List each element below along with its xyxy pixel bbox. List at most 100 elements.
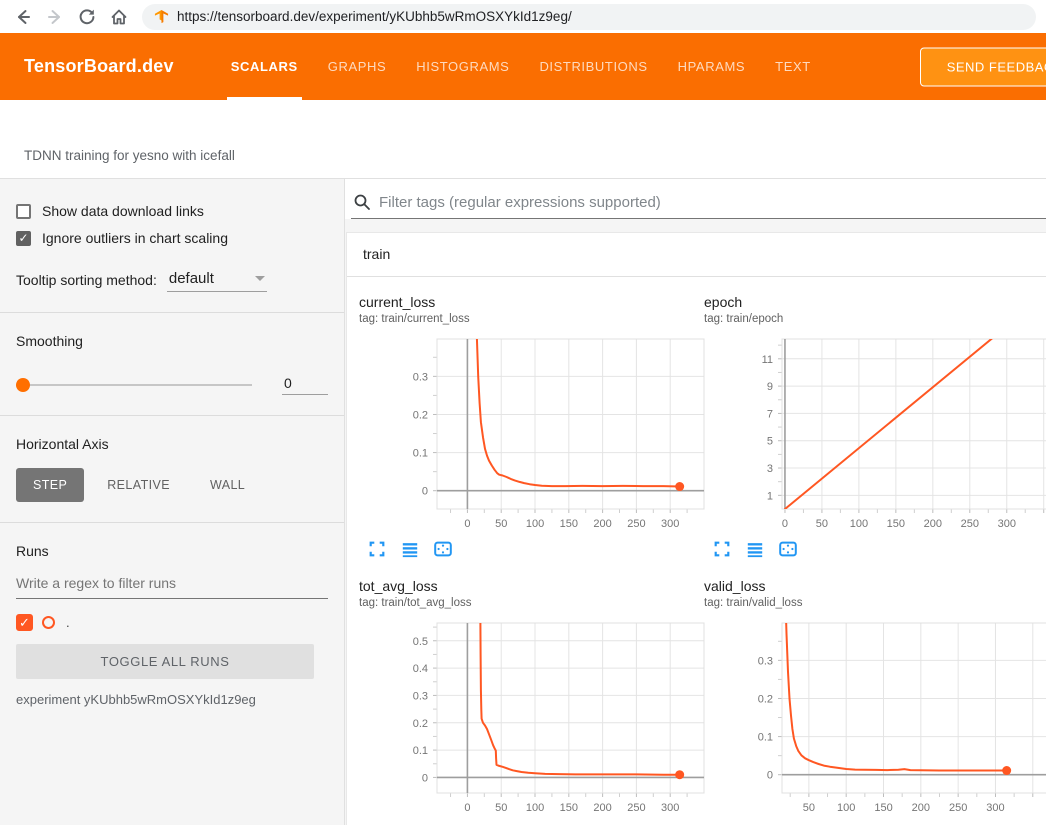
tab-scalars[interactable]: SCALARS: [216, 33, 313, 100]
tag-filter-area: [345, 179, 1046, 219]
axis-button-relative[interactable]: RELATIVE: [90, 468, 187, 502]
fullscreen-icon[interactable]: [712, 539, 732, 559]
tab-text[interactable]: TEXT: [760, 33, 826, 100]
url-text: https://tensorboard.dev/experiment/yKUbh…: [177, 9, 572, 24]
experiment-id-note: experiment yKUbhb5wRmOSXYkId1z9eg: [16, 692, 328, 707]
checkbox-checked-icon[interactable]: [16, 231, 31, 246]
svg-text:50: 50: [495, 802, 507, 814]
svg-text:0.1: 0.1: [413, 448, 428, 460]
divider: [0, 415, 344, 416]
chart-tag: tag: train/valid_loss: [704, 595, 1037, 611]
chart-card-tot_avg_loss: tot_avg_losstag: train/tot_avg_loss 0 0.1 0…: [347, 567, 692, 825]
select-value: default: [169, 270, 214, 287]
divider: [0, 312, 344, 313]
smoothing-slider[interactable]: [16, 384, 252, 386]
chart-title: tot_avg_loss: [359, 577, 692, 595]
chart-card-epoch: epochtag: train/epoch1357911050100150200…: [692, 283, 1037, 567]
svg-text:300: 300: [986, 802, 1004, 814]
tab-histograms[interactable]: HISTOGRAMS: [401, 33, 524, 100]
svg-text:100: 100: [526, 802, 544, 814]
tooltip-sorting-label: Tooltip sorting method:: [16, 272, 157, 292]
chart-tag: tag: train/current_loss: [359, 311, 692, 327]
fit-domain-icon[interactable]: [433, 539, 453, 559]
chart-toolbar: [359, 539, 692, 559]
forward-icon[interactable]: [42, 4, 68, 30]
fullscreen-icon[interactable]: [367, 539, 387, 559]
chart-title: valid_loss: [704, 577, 1037, 595]
chart-title: epoch: [704, 293, 1037, 311]
reload-icon[interactable]: [74, 4, 100, 30]
runs-label: Runs: [16, 543, 328, 559]
tab-distributions[interactable]: DISTRIBUTIONS: [524, 33, 662, 100]
tab-hparams[interactable]: HPARAMS: [663, 33, 761, 100]
svg-text:9: 9: [767, 381, 773, 393]
svg-text:0.3: 0.3: [413, 690, 428, 702]
svg-text:0.1: 0.1: [758, 732, 773, 744]
tag-filter-input[interactable]: [379, 194, 1044, 211]
slider-thumb[interactable]: [16, 378, 30, 392]
section-header-train[interactable]: train: [347, 233, 1046, 277]
app-header: TensorBoard.dev SCALARSGRAPHSHISTOGRAMSD…: [0, 33, 1046, 100]
svg-text:50: 50: [816, 518, 828, 530]
checkbox-label: Show data download links: [42, 203, 204, 219]
run-checkbox[interactable]: [16, 614, 33, 631]
svg-text:300: 300: [998, 518, 1016, 530]
chevron-down-icon: [255, 276, 265, 281]
svg-text:250: 250: [961, 518, 979, 530]
svg-text:0: 0: [464, 802, 470, 814]
smoothing-value-field[interactable]: 0: [282, 375, 328, 395]
chart-tag: tag: train/tot_avg_loss: [359, 595, 692, 611]
svg-text:100: 100: [850, 518, 868, 530]
run-name: .: [66, 615, 70, 630]
svg-text:200: 200: [912, 802, 930, 814]
app-logo[interactable]: TensorBoard.dev: [24, 56, 174, 77]
chart-card-current_loss: current_losstag: train/current_loss00.10…: [347, 283, 692, 567]
chart-canvas-valid_loss[interactable]: 00.10.20.350100150200250300: [704, 615, 1046, 823]
axis-button-step[interactable]: STEP: [16, 468, 84, 502]
main-panel: train current_losstag: train/current_los…: [345, 179, 1046, 825]
run-color-swatch: [42, 616, 55, 629]
svg-text:0.1: 0.1: [413, 745, 428, 757]
svg-text:5: 5: [767, 436, 773, 448]
run-row[interactable]: .: [16, 614, 328, 631]
svg-text:150: 150: [887, 518, 905, 530]
checkbox-icon[interactable]: [16, 204, 31, 219]
log-scale-icon[interactable]: [745, 539, 765, 559]
svg-text:250: 250: [627, 802, 645, 814]
chart-card-valid_loss: valid_losstag: train/valid_loss00.10.20.…: [692, 567, 1037, 825]
chart-canvas-current_loss[interactable]: 00.10.20.3050100150200250300: [359, 331, 709, 539]
svg-text:100: 100: [837, 802, 855, 814]
svg-text:150: 150: [560, 802, 578, 814]
home-icon[interactable]: [106, 4, 132, 30]
svg-text:300: 300: [661, 802, 679, 814]
axis-button-wall[interactable]: WALL: [193, 468, 262, 502]
chart-canvas-tot_avg_loss[interactable]: 00.10.20.30.40.5050100150200250300: [359, 615, 709, 823]
chart-toolbar: [704, 539, 1037, 559]
divider: [0, 522, 344, 523]
tooltip-sorting-select[interactable]: default: [167, 270, 267, 292]
experiment-title: TDNN training for yesno with icefall: [24, 148, 235, 163]
tensorboard-favicon-icon: [154, 9, 169, 24]
toggle-all-runs-button[interactable]: TOGGLE ALL RUNS: [16, 644, 314, 679]
runs-filter-input[interactable]: [16, 567, 328, 599]
send-feedback-button[interactable]: SEND FEEDBACK: [920, 47, 1046, 86]
svg-text:50: 50: [803, 802, 815, 814]
svg-text:7: 7: [767, 408, 773, 420]
address-bar[interactable]: https://tensorboard.dev/experiment/yKUbh…: [142, 4, 1036, 30]
chart-canvas-epoch[interactable]: 1357911050100150200250300: [704, 331, 1046, 539]
log-scale-icon[interactable]: [400, 539, 420, 559]
svg-text:100: 100: [526, 518, 544, 530]
svg-text:0.3: 0.3: [413, 371, 428, 383]
search-icon: [353, 193, 371, 211]
svg-text:150: 150: [560, 518, 578, 530]
show-download-links-checkbox[interactable]: Show data download links: [16, 203, 328, 219]
fit-domain-icon[interactable]: [778, 539, 798, 559]
tab-graphs[interactable]: GRAPHS: [313, 33, 402, 100]
svg-text:150: 150: [874, 802, 892, 814]
ignore-outliers-checkbox[interactable]: Ignore outliers in chart scaling: [16, 230, 328, 246]
svg-text:200: 200: [593, 802, 611, 814]
back-icon[interactable]: [10, 4, 36, 30]
svg-text:50: 50: [495, 518, 507, 530]
svg-text:0: 0: [422, 772, 428, 784]
chart-title: current_loss: [359, 293, 692, 311]
